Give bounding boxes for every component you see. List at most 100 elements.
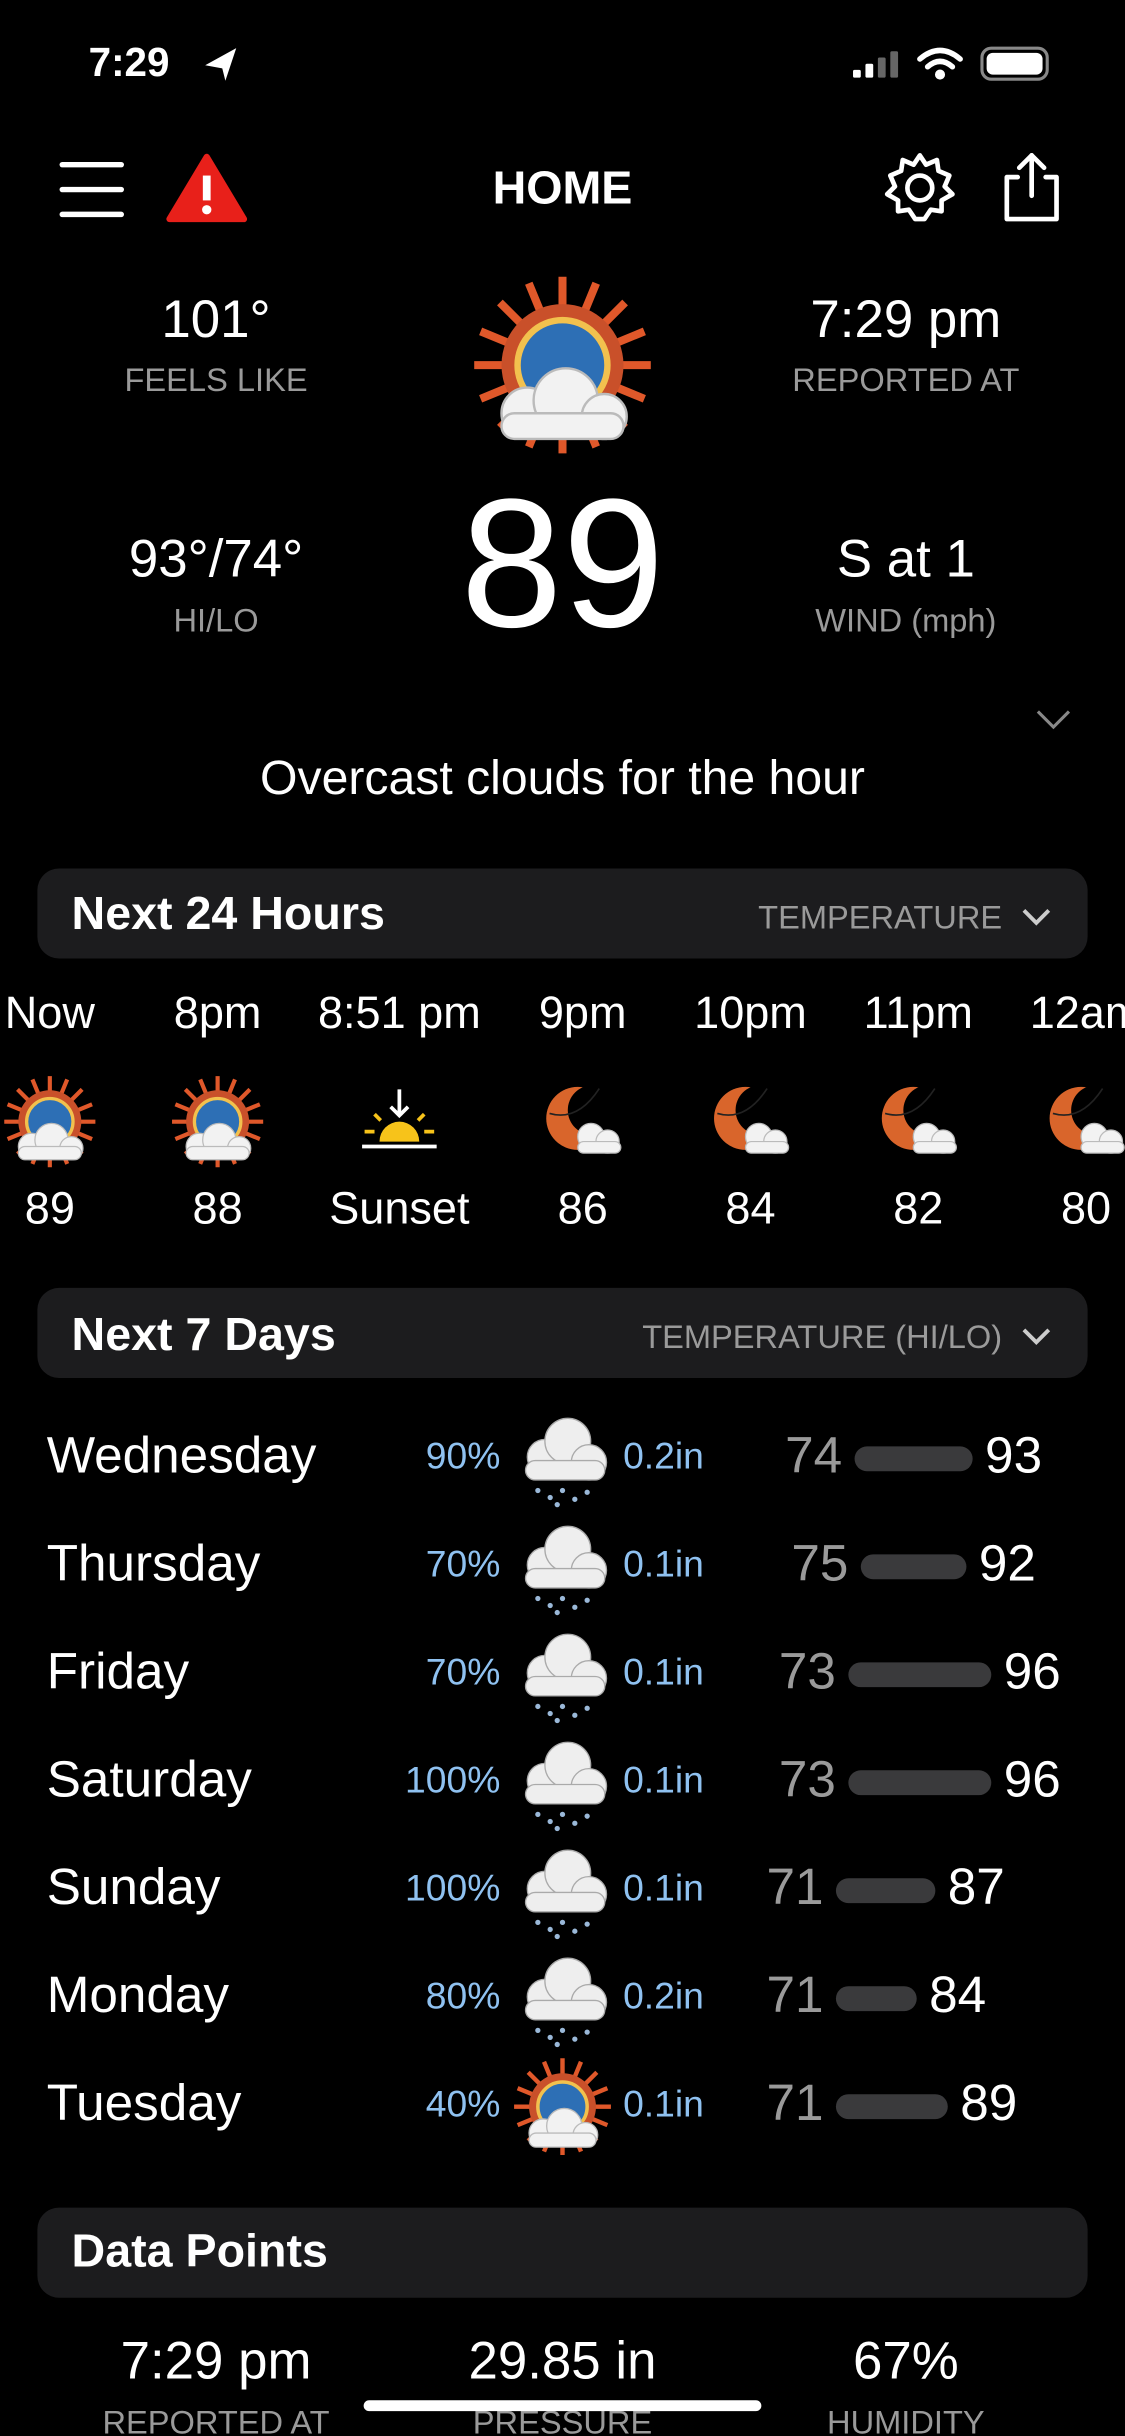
hour-value: 89 <box>25 1183 75 1234</box>
menu-button[interactable] <box>59 161 125 218</box>
hourly-header <box>37 868 1088 959</box>
day-name: Sunday <box>47 1858 221 1915</box>
battery-icon <box>980 46 1049 81</box>
data-point-value: 7:29 pm <box>121 2331 312 2390</box>
hourly-metric[interactable]: TEMPERATURE <box>758 898 1002 935</box>
hour-value: 86 <box>558 1183 608 1234</box>
high-temp: 92 <box>979 1534 1036 1591</box>
high-temp: 89 <box>960 2074 1017 2131</box>
precip-amount: 0.1in <box>623 1867 704 1909</box>
daily-metric[interactable]: TEMPERATURE (HI/LO) <box>642 1318 1002 1355</box>
hour-icon <box>545 1084 622 1154</box>
precip-chance: 100% <box>405 1867 500 1909</box>
current-icon <box>474 277 651 454</box>
low-temp: 71 <box>766 1858 823 1915</box>
data-point-value: 67% <box>853 2331 959 2390</box>
reported-value: 7:29 pm <box>810 290 1001 349</box>
settings-button[interactable] <box>884 153 955 222</box>
day-icon <box>524 1417 608 1508</box>
temp-range-bar <box>835 1986 917 2012</box>
hour-time: 8:51 pm <box>318 987 481 1038</box>
day-icon <box>524 1849 608 1940</box>
data-points-title: Data Points <box>72 2225 328 2277</box>
temp-range-bar <box>848 1662 992 1688</box>
hour-time: Now <box>5 987 96 1038</box>
hour-icon <box>1048 1084 1125 1154</box>
data-point-label: REPORTED AT <box>102 2404 329 2436</box>
day-name: Saturday <box>47 1750 253 1807</box>
day-icon <box>524 1957 608 2048</box>
current-temperature: 89 <box>461 460 665 665</box>
hour-time: 9pm <box>539 987 627 1038</box>
low-temp: 74 <box>785 1426 842 1483</box>
reported-label: REPORTED AT <box>792 361 1019 398</box>
temp-range-bar <box>854 1446 973 1472</box>
wifi-icon <box>917 47 963 80</box>
daily-title: Next 7 Days <box>72 1308 336 1360</box>
hilo-value: 93°/74° <box>129 529 303 588</box>
low-temp: 75 <box>791 1534 848 1591</box>
day-name: Monday <box>47 1966 230 2023</box>
precip-chance: 80% <box>426 1975 501 2017</box>
clock: 7:29 <box>89 39 170 85</box>
hour-time: 10pm <box>694 987 807 1038</box>
wind-label: WIND (mph) <box>815 602 996 639</box>
precip-amount: 0.2in <box>623 1975 704 2017</box>
day-name: Wednesday <box>47 1426 317 1483</box>
high-temp: 87 <box>948 1858 1005 1915</box>
signal-icon <box>853 51 899 78</box>
hour-icon <box>360 1087 439 1149</box>
precip-chance: 90% <box>426 1435 501 1477</box>
daily-header <box>37 1287 1088 1379</box>
low-temp: 73 <box>779 1642 836 1699</box>
high-temp: 96 <box>1004 1750 1061 1807</box>
metric-chevron[interactable] <box>1022 1328 1051 1346</box>
precip-amount: 0.2in <box>623 1435 704 1477</box>
wind-value: S at 1 <box>837 529 975 588</box>
data-point-label: HUMIDITY <box>827 2404 985 2436</box>
high-temp: 96 <box>1004 1642 1061 1699</box>
hour-icon <box>4 1076 95 1167</box>
day-icon <box>524 1525 608 1616</box>
precip-chance: 100% <box>405 1759 500 1801</box>
hour-value: 82 <box>893 1183 943 1234</box>
high-temp: 84 <box>929 1966 986 2023</box>
summary: Overcast clouds for the hour <box>260 751 865 805</box>
hourly-title: Next 24 Hours <box>72 887 385 939</box>
hour-time: 11pm <box>864 987 973 1038</box>
hour-value: Sunset <box>329 1183 470 1234</box>
day-icon <box>524 1633 608 1724</box>
precip-chance: 70% <box>426 1543 501 1585</box>
metric-chevron[interactable] <box>1022 909 1051 926</box>
high-temp: 93 <box>985 1426 1042 1483</box>
day-name: Friday <box>47 1642 190 1699</box>
temp-range-bar <box>835 2094 948 2120</box>
hour-icon <box>880 1084 958 1154</box>
day-name: Thursday <box>47 1534 261 1591</box>
hour-value: 88 <box>193 1183 243 1234</box>
precip-chance: 70% <box>426 1651 501 1693</box>
low-temp: 71 <box>766 2074 823 2131</box>
hour-time: 8pm <box>174 987 262 1038</box>
battery-level <box>986 52 1043 75</box>
temp-range-bar <box>848 1770 992 1796</box>
feels-like-label: FEELS LIKE <box>125 361 308 398</box>
location-icon <box>205 48 237 81</box>
precip-chance: 40% <box>426 2082 501 2124</box>
low-temp: 73 <box>779 1750 836 1807</box>
precip-amount: 0.1in <box>623 1651 704 1693</box>
hour-time: 12am <box>1030 987 1125 1038</box>
expand-chevron[interactable] <box>1036 710 1071 730</box>
hour-value: 80 <box>1061 1183 1111 1234</box>
hour-icon <box>172 1076 263 1167</box>
hour-value: 84 <box>725 1183 775 1234</box>
precip-amount: 0.1in <box>623 2082 704 2124</box>
screen-title: HOME <box>493 161 633 213</box>
day-icon <box>524 1741 608 1832</box>
temp-range-bar <box>860 1554 967 1580</box>
precip-amount: 0.1in <box>623 1543 704 1585</box>
day-icon <box>514 2058 611 2155</box>
feels-like-value: 101° <box>161 290 270 349</box>
alert-button[interactable] <box>166 153 248 223</box>
share-button[interactable] <box>1004 153 1059 222</box>
